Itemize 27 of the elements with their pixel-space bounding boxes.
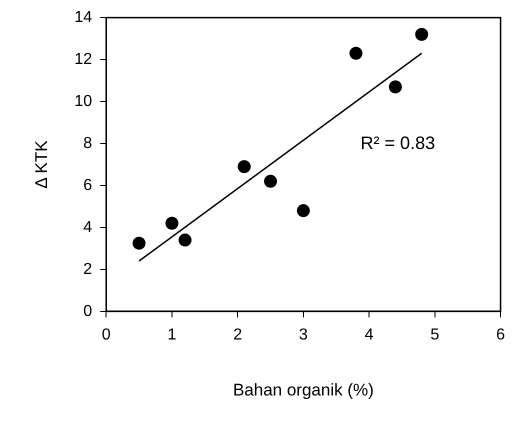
y-tick-label: 2	[83, 260, 92, 278]
y-tick-label: 12	[74, 50, 92, 68]
point	[264, 174, 278, 188]
point	[296, 204, 310, 218]
annotation: R² = 0.83	[360, 132, 436, 153]
x-tick-label: 5	[430, 326, 440, 344]
y-tick-label: 6	[83, 176, 92, 194]
x-tick-label: 1	[167, 326, 176, 344]
y-tick-label: 8	[83, 134, 92, 152]
y-axis-title: Δ KTK	[32, 140, 51, 189]
x-axis-title: Bahan organik (%)	[232, 380, 374, 400]
x-tick-label: 4	[364, 326, 374, 344]
point	[349, 46, 362, 60]
y-tick-label: 14	[74, 9, 92, 26]
y-tick-label: 10	[74, 92, 92, 110]
point	[178, 234, 192, 247]
y-tick-label: 0	[83, 302, 92, 320]
y-tick-label: 4	[83, 218, 92, 236]
point	[165, 216, 178, 230]
point	[132, 236, 146, 250]
x-tick-label: 2	[233, 326, 242, 344]
point	[388, 80, 402, 94]
point	[238, 160, 251, 174]
point	[415, 28, 428, 41]
x-tick-label: 3	[298, 326, 308, 344]
x-tick-label: 6	[496, 326, 506, 344]
x-tick-label: 0	[102, 326, 111, 344]
